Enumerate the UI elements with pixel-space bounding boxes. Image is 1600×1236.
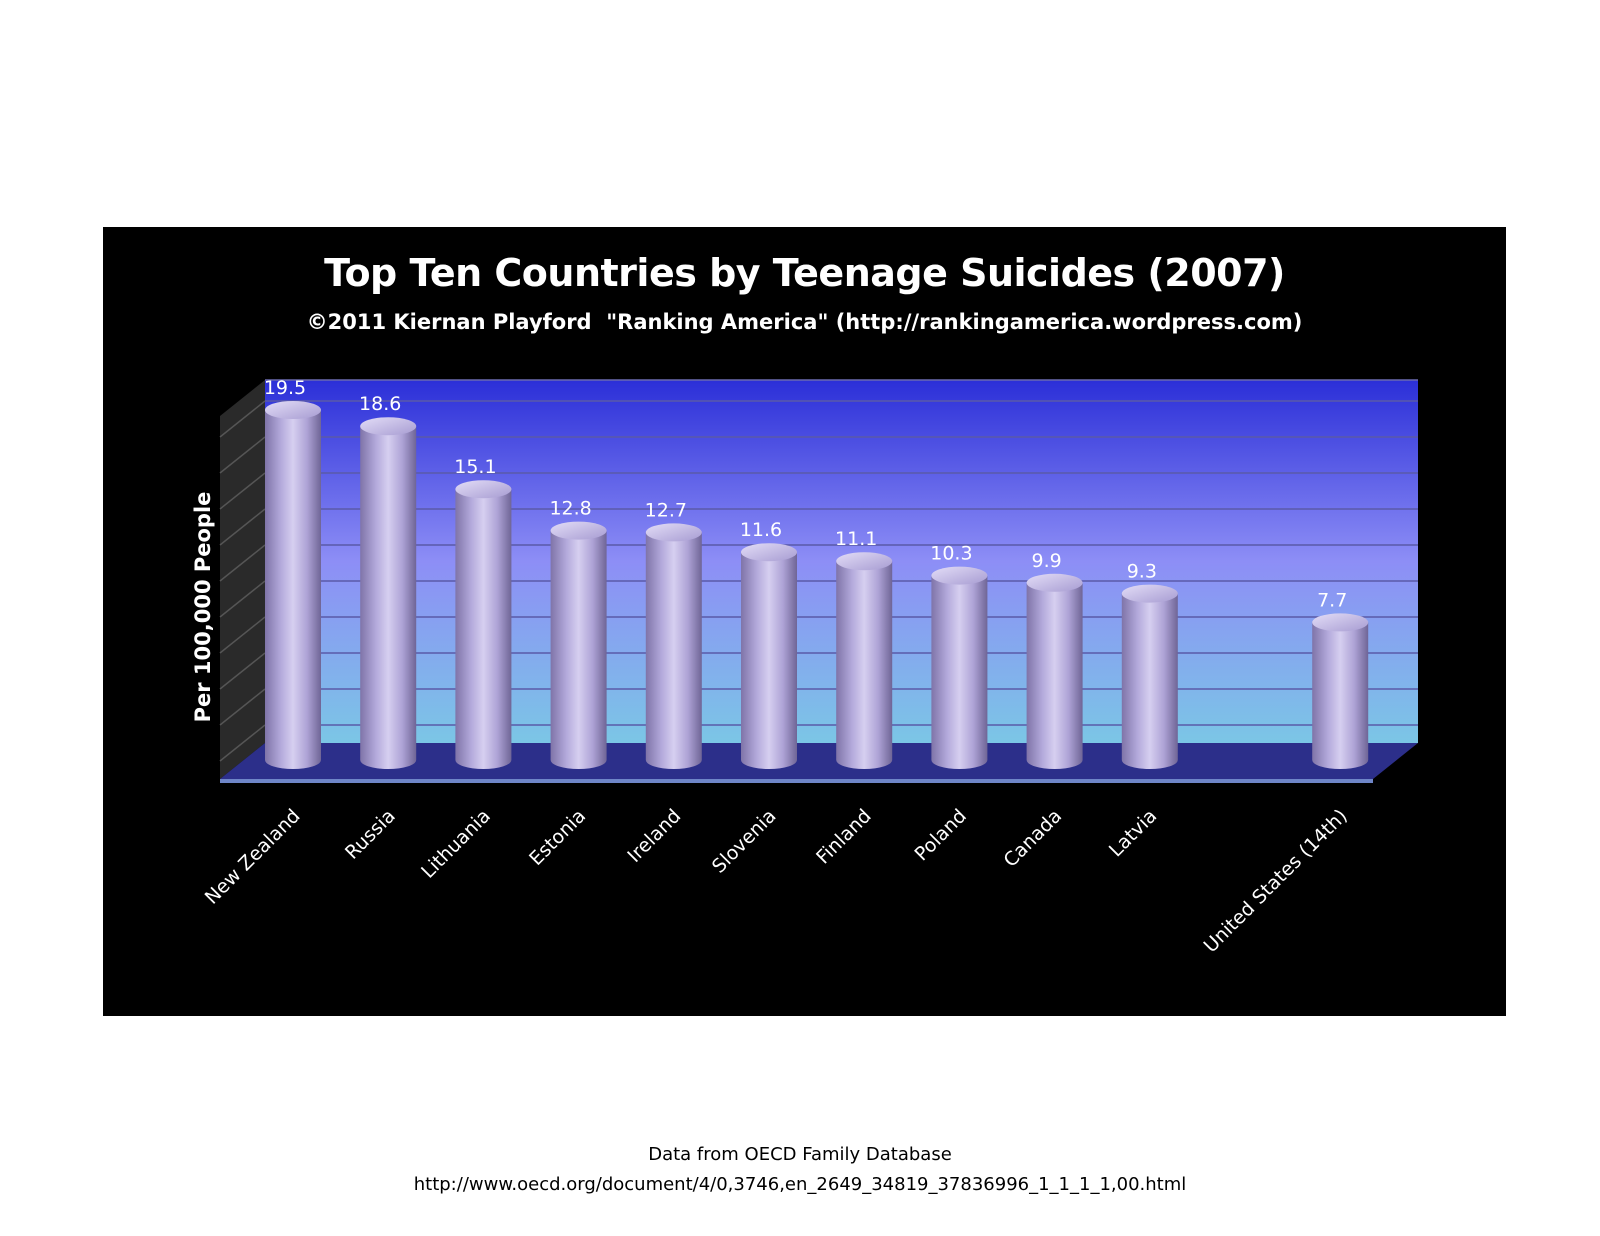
- gridline-side: [219, 400, 266, 438]
- bar-cap: [645, 523, 702, 542]
- bar-cap: [1312, 613, 1369, 632]
- x-tick-label: Lithuania: [417, 805, 495, 883]
- x-tick-label: New Zealand: [201, 805, 305, 909]
- bar-body: [931, 575, 988, 769]
- data-label: 19.5: [264, 377, 306, 399]
- bar-cap: [931, 566, 988, 585]
- bar-body: [455, 489, 512, 769]
- bar-cap: [265, 401, 321, 419]
- bar-body: [1026, 582, 1083, 769]
- gridline-side: [219, 580, 266, 618]
- bar-cap: [1121, 584, 1178, 603]
- bar: [836, 552, 893, 769]
- footer: Data from OECD Family Database http://ww…: [0, 1140, 1600, 1200]
- bar-body: [1312, 622, 1369, 769]
- data-label: 12.8: [549, 498, 591, 520]
- x-tick-label: Canada: [999, 805, 1066, 872]
- bar-cap: [550, 521, 607, 540]
- bar: [931, 566, 988, 769]
- bar-chart: 19.5 18.6 15.1 12.8 12.7 11.6 11.1 10.3 9.9 9.3 7.…: [191, 377, 1418, 957]
- x-tick-label: United States (14th): [1200, 805, 1352, 957]
- x-tick-label: Ireland: [623, 805, 685, 867]
- gridline-side: [219, 688, 266, 726]
- source-url: http://www.oecd.org/document/4/0,3746,en…: [413, 1174, 1187, 1195]
- bar: [741, 543, 797, 769]
- bar: [550, 521, 607, 769]
- data-label: 15.1: [454, 456, 496, 478]
- data-label: 12.7: [645, 499, 687, 521]
- data-label: 11.6: [740, 519, 782, 541]
- x-tick-label: Poland: [911, 805, 971, 865]
- x-tick-label: Finland: [812, 805, 876, 869]
- plot-floor: [220, 743, 1418, 779]
- bar-body: [360, 426, 417, 769]
- bar-body: [741, 552, 797, 769]
- gridline-side: [219, 616, 266, 654]
- bar-body: [265, 410, 321, 769]
- data-label: 9.9: [1031, 550, 1061, 572]
- chart-subtitle: ©2011 Kiernan Playford "Ranking America"…: [306, 310, 1303, 334]
- gridline-side: [219, 544, 266, 582]
- x-tick-label: Latvia: [1105, 805, 1161, 861]
- bar: [1121, 584, 1178, 769]
- data-label: 10.3: [930, 543, 972, 565]
- data-label: 7.7: [1317, 589, 1347, 611]
- bar-cap: [836, 552, 893, 571]
- data-label: 9.3: [1127, 561, 1157, 583]
- bar: [1312, 613, 1369, 769]
- chart-panel: Top Ten Countries by Teenage Suicides (2…: [103, 227, 1506, 1016]
- bar: [455, 480, 512, 769]
- bar-cap: [360, 417, 417, 436]
- gridline-side: [219, 472, 266, 510]
- bar-body: [1121, 593, 1178, 769]
- bar: [265, 401, 321, 769]
- bar-body: [550, 530, 607, 769]
- bar-cap: [1026, 573, 1083, 592]
- gridline-side: [219, 724, 266, 762]
- bar-cap: [455, 480, 512, 499]
- gridline-side: [219, 508, 266, 546]
- data-label: 18.6: [359, 393, 401, 415]
- gridline-side: [219, 436, 266, 474]
- gridline-side: [219, 652, 266, 690]
- chart-title: Top Ten Countries by Teenage Suicides (2…: [324, 251, 1285, 295]
- bar: [645, 523, 702, 769]
- y-axis-label: Per 100,000 People: [191, 492, 215, 723]
- x-tick-label: Slovenia: [708, 805, 781, 878]
- bar-body: [836, 561, 893, 769]
- source-note: Data from OECD Family Database: [648, 1144, 952, 1165]
- plot-floor-edge: [220, 779, 1373, 783]
- bar-cap: [741, 543, 797, 562]
- bar: [360, 417, 417, 769]
- bar-body: [645, 532, 702, 769]
- x-tick-label: Estonia: [525, 805, 590, 870]
- data-label: 11.1: [835, 528, 877, 550]
- x-tick-label: Russia: [341, 805, 400, 864]
- bar: [1026, 573, 1083, 769]
